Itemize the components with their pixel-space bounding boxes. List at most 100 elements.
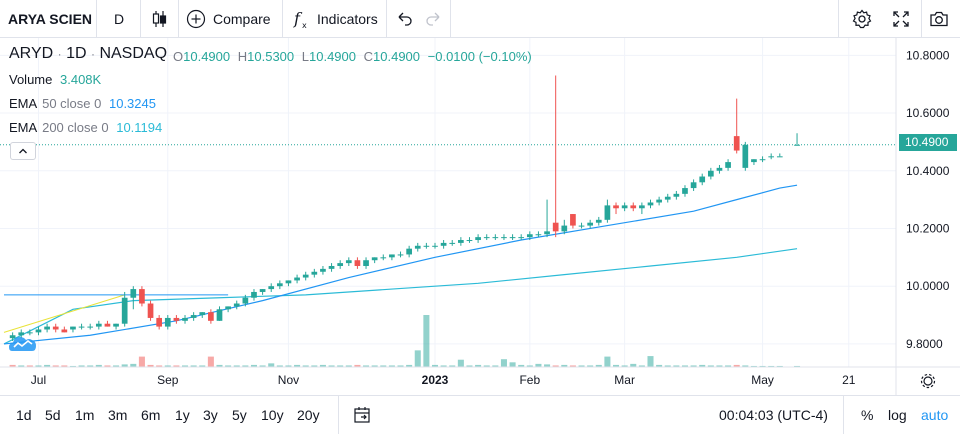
auto-scale-toggle[interactable]: auto (921, 407, 949, 423)
candle-body (664, 196, 671, 200)
volume-bar (794, 365, 801, 367)
svg-text:x: x (302, 21, 307, 29)
volume-bar (449, 365, 456, 367)
volume-bar (182, 365, 189, 367)
settings-button[interactable] (852, 0, 874, 38)
tradingview-logo[interactable] (8, 331, 38, 357)
candle-body (716, 167, 723, 171)
range-3m[interactable]: 3m (108, 407, 128, 423)
volume-bar (621, 365, 628, 367)
candle-body (363, 260, 369, 266)
axis-gear-ring (923, 376, 933, 386)
collapse-legend-button[interactable] (10, 142, 36, 160)
volume-bar (613, 364, 620, 367)
volume-bar (466, 365, 473, 367)
fullscreen-icon (893, 11, 909, 27)
volume-bar (587, 365, 594, 367)
candle-body (276, 283, 283, 287)
range-3y[interactable]: 3y (203, 407, 218, 423)
volume-bar (61, 365, 68, 367)
range-10y[interactable]: 10y (261, 407, 284, 423)
candle-body (294, 277, 300, 281)
price-chart[interactable]: 10.8000 10.6000 10.4000 10.2000 10.0000 9.800… (0, 38, 960, 395)
volume-bar (285, 365, 292, 367)
legend-interval: 1D (66, 45, 87, 62)
candle-body (328, 265, 335, 269)
redo-button[interactable] (423, 0, 443, 38)
x-tick-label: Feb (519, 373, 540, 387)
axis-gear-teeth (920, 373, 936, 389)
candle-body (742, 144, 749, 168)
open-value: 10.4900 (183, 49, 231, 64)
percent-scale-toggle[interactable]: % (861, 407, 874, 423)
symbol-search[interactable]: ARYA SCIEN (8, 11, 92, 27)
volume-bar (431, 364, 439, 367)
undo-button[interactable] (395, 0, 415, 38)
volume-bar (707, 365, 714, 367)
compare-button[interactable]: Compare (186, 0, 276, 38)
toolbar-divider (282, 0, 283, 38)
go-to-date-button[interactable] (352, 396, 372, 434)
volume-bar (130, 363, 137, 367)
low-value: 10.4900 (309, 49, 356, 64)
logo-icon (9, 337, 36, 351)
volume-bar (440, 365, 447, 367)
volume-bar (544, 364, 551, 367)
y-tick-label: 10.2000 (906, 221, 950, 235)
range-1m[interactable]: 1m (75, 407, 95, 423)
volume-bar (328, 365, 335, 367)
screenshot-button[interactable] (929, 0, 951, 38)
volume-bar (354, 364, 361, 367)
candle-body (208, 312, 214, 321)
volume-bar (319, 364, 326, 367)
fullscreen-button[interactable] (891, 0, 913, 38)
volume-bar (95, 364, 102, 367)
volume-bar (681, 365, 688, 367)
ema50-legend[interactable]: EMA 50 close 0 10.3245 (9, 96, 156, 111)
range-20y[interactable]: 20y (297, 407, 320, 423)
high-value: 10.5300 (247, 49, 295, 64)
candle-body (44, 326, 50, 330)
toolbar-divider (178, 0, 179, 38)
timezone-clock[interactable]: 00:04:03 (UTC-4) (719, 407, 828, 423)
indicators-button[interactable]: f x Indicators (292, 0, 386, 38)
candle-body (164, 317, 171, 327)
chart-type-button[interactable] (146, 0, 172, 38)
candle-body (501, 237, 507, 239)
volume-bar (276, 365, 283, 367)
range-1d[interactable]: 1d (16, 407, 32, 423)
volume-bar (673, 365, 680, 367)
volume-bar (725, 365, 732, 367)
range-6m[interactable]: 6m (141, 407, 161, 423)
log-scale-toggle[interactable]: log (888, 407, 907, 423)
candle-body (371, 257, 378, 261)
range-5d[interactable]: 5d (45, 407, 61, 423)
interval-button[interactable]: D (113, 11, 125, 27)
candle-body (751, 159, 757, 163)
candle-body (182, 317, 188, 321)
candle-body (509, 237, 516, 239)
candle-body (61, 329, 68, 333)
close-value: 10.4900 (373, 49, 421, 64)
y-tick-label: 9.8000 (906, 337, 943, 351)
volume-bar (147, 364, 154, 367)
candle-body (414, 245, 421, 249)
volume-bar (9, 364, 16, 367)
candle-body (587, 222, 594, 226)
ema200-value: 10.1194 (116, 120, 163, 135)
range-5y[interactable]: 5y (232, 407, 247, 423)
candle-body (647, 202, 654, 206)
candle-body (233, 303, 240, 307)
candle-body (251, 291, 257, 298)
volume-bar (216, 364, 223, 367)
candle-body (725, 162, 731, 168)
calendar-icon (354, 407, 370, 423)
candle-body (52, 326, 59, 330)
range-1y[interactable]: 1y (175, 407, 190, 423)
candle-body (466, 240, 473, 242)
gear-icon (852, 9, 872, 29)
candle-body (139, 289, 145, 304)
price-axis: 10.8000 10.6000 10.4000 10.2000 10.0000 9.800… (895, 38, 950, 395)
volume-legend[interactable]: Volume 3.408K (9, 72, 101, 87)
ema200-legend[interactable]: EMA 200 close 0 10.1194 (9, 120, 162, 135)
